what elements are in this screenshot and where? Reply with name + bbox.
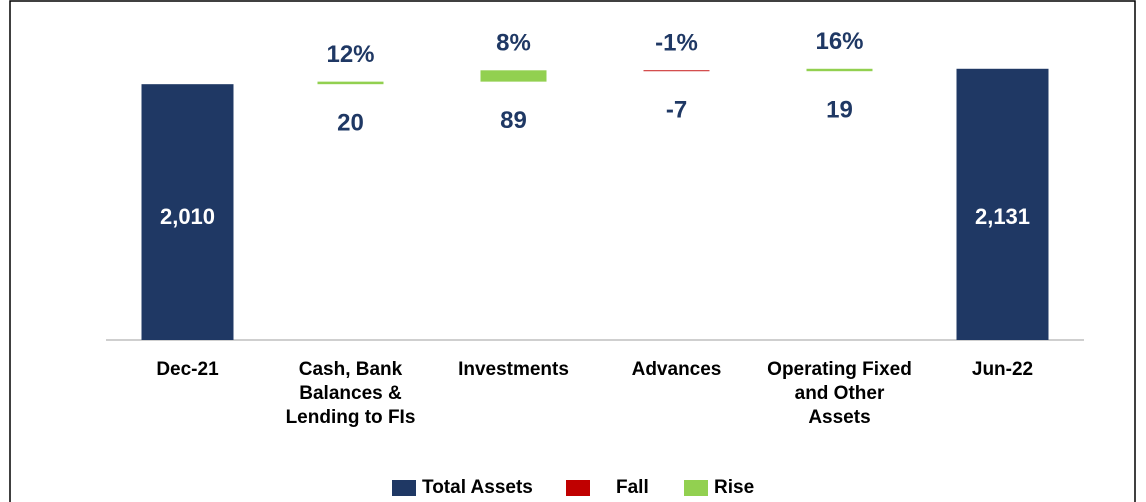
x-tick-label: Operating Fixed and Other Assets [767, 359, 912, 428]
frame [9, 0, 1136, 502]
bar [480, 70, 547, 82]
percent-label: 8% [496, 30, 531, 57]
bar [317, 81, 384, 85]
legend-label: Rise [714, 477, 754, 498]
legend-swatch [684, 480, 708, 496]
x-tick-label: Advances [631, 359, 722, 380]
legend-label: Total Assets [422, 477, 533, 498]
value-label: 2,010 [160, 204, 215, 229]
legend-label: Fall [616, 477, 649, 498]
bar [141, 84, 234, 340]
value-label: 89 [500, 107, 527, 134]
x-tick-label: Jun-22 [971, 359, 1034, 380]
value-label: 20 [337, 110, 364, 137]
percent-label: 16% [815, 28, 863, 55]
percent-label: 12% [326, 41, 374, 68]
x-tick-label: Investments [458, 359, 569, 380]
value-label: 2,131 [975, 204, 1030, 229]
bar [806, 68, 873, 72]
x-tick-label: Cash, Bank Balances & Lending to FIs [285, 359, 416, 428]
x-tick-label: Dec-21 [156, 359, 219, 380]
percent-label: -1% [655, 30, 698, 57]
legend-swatch [392, 480, 416, 496]
value-label: 19 [826, 97, 853, 124]
bar [956, 68, 1049, 341]
bar [643, 70, 710, 72]
legend-swatch [566, 480, 590, 496]
value-label: -7 [666, 97, 687, 124]
